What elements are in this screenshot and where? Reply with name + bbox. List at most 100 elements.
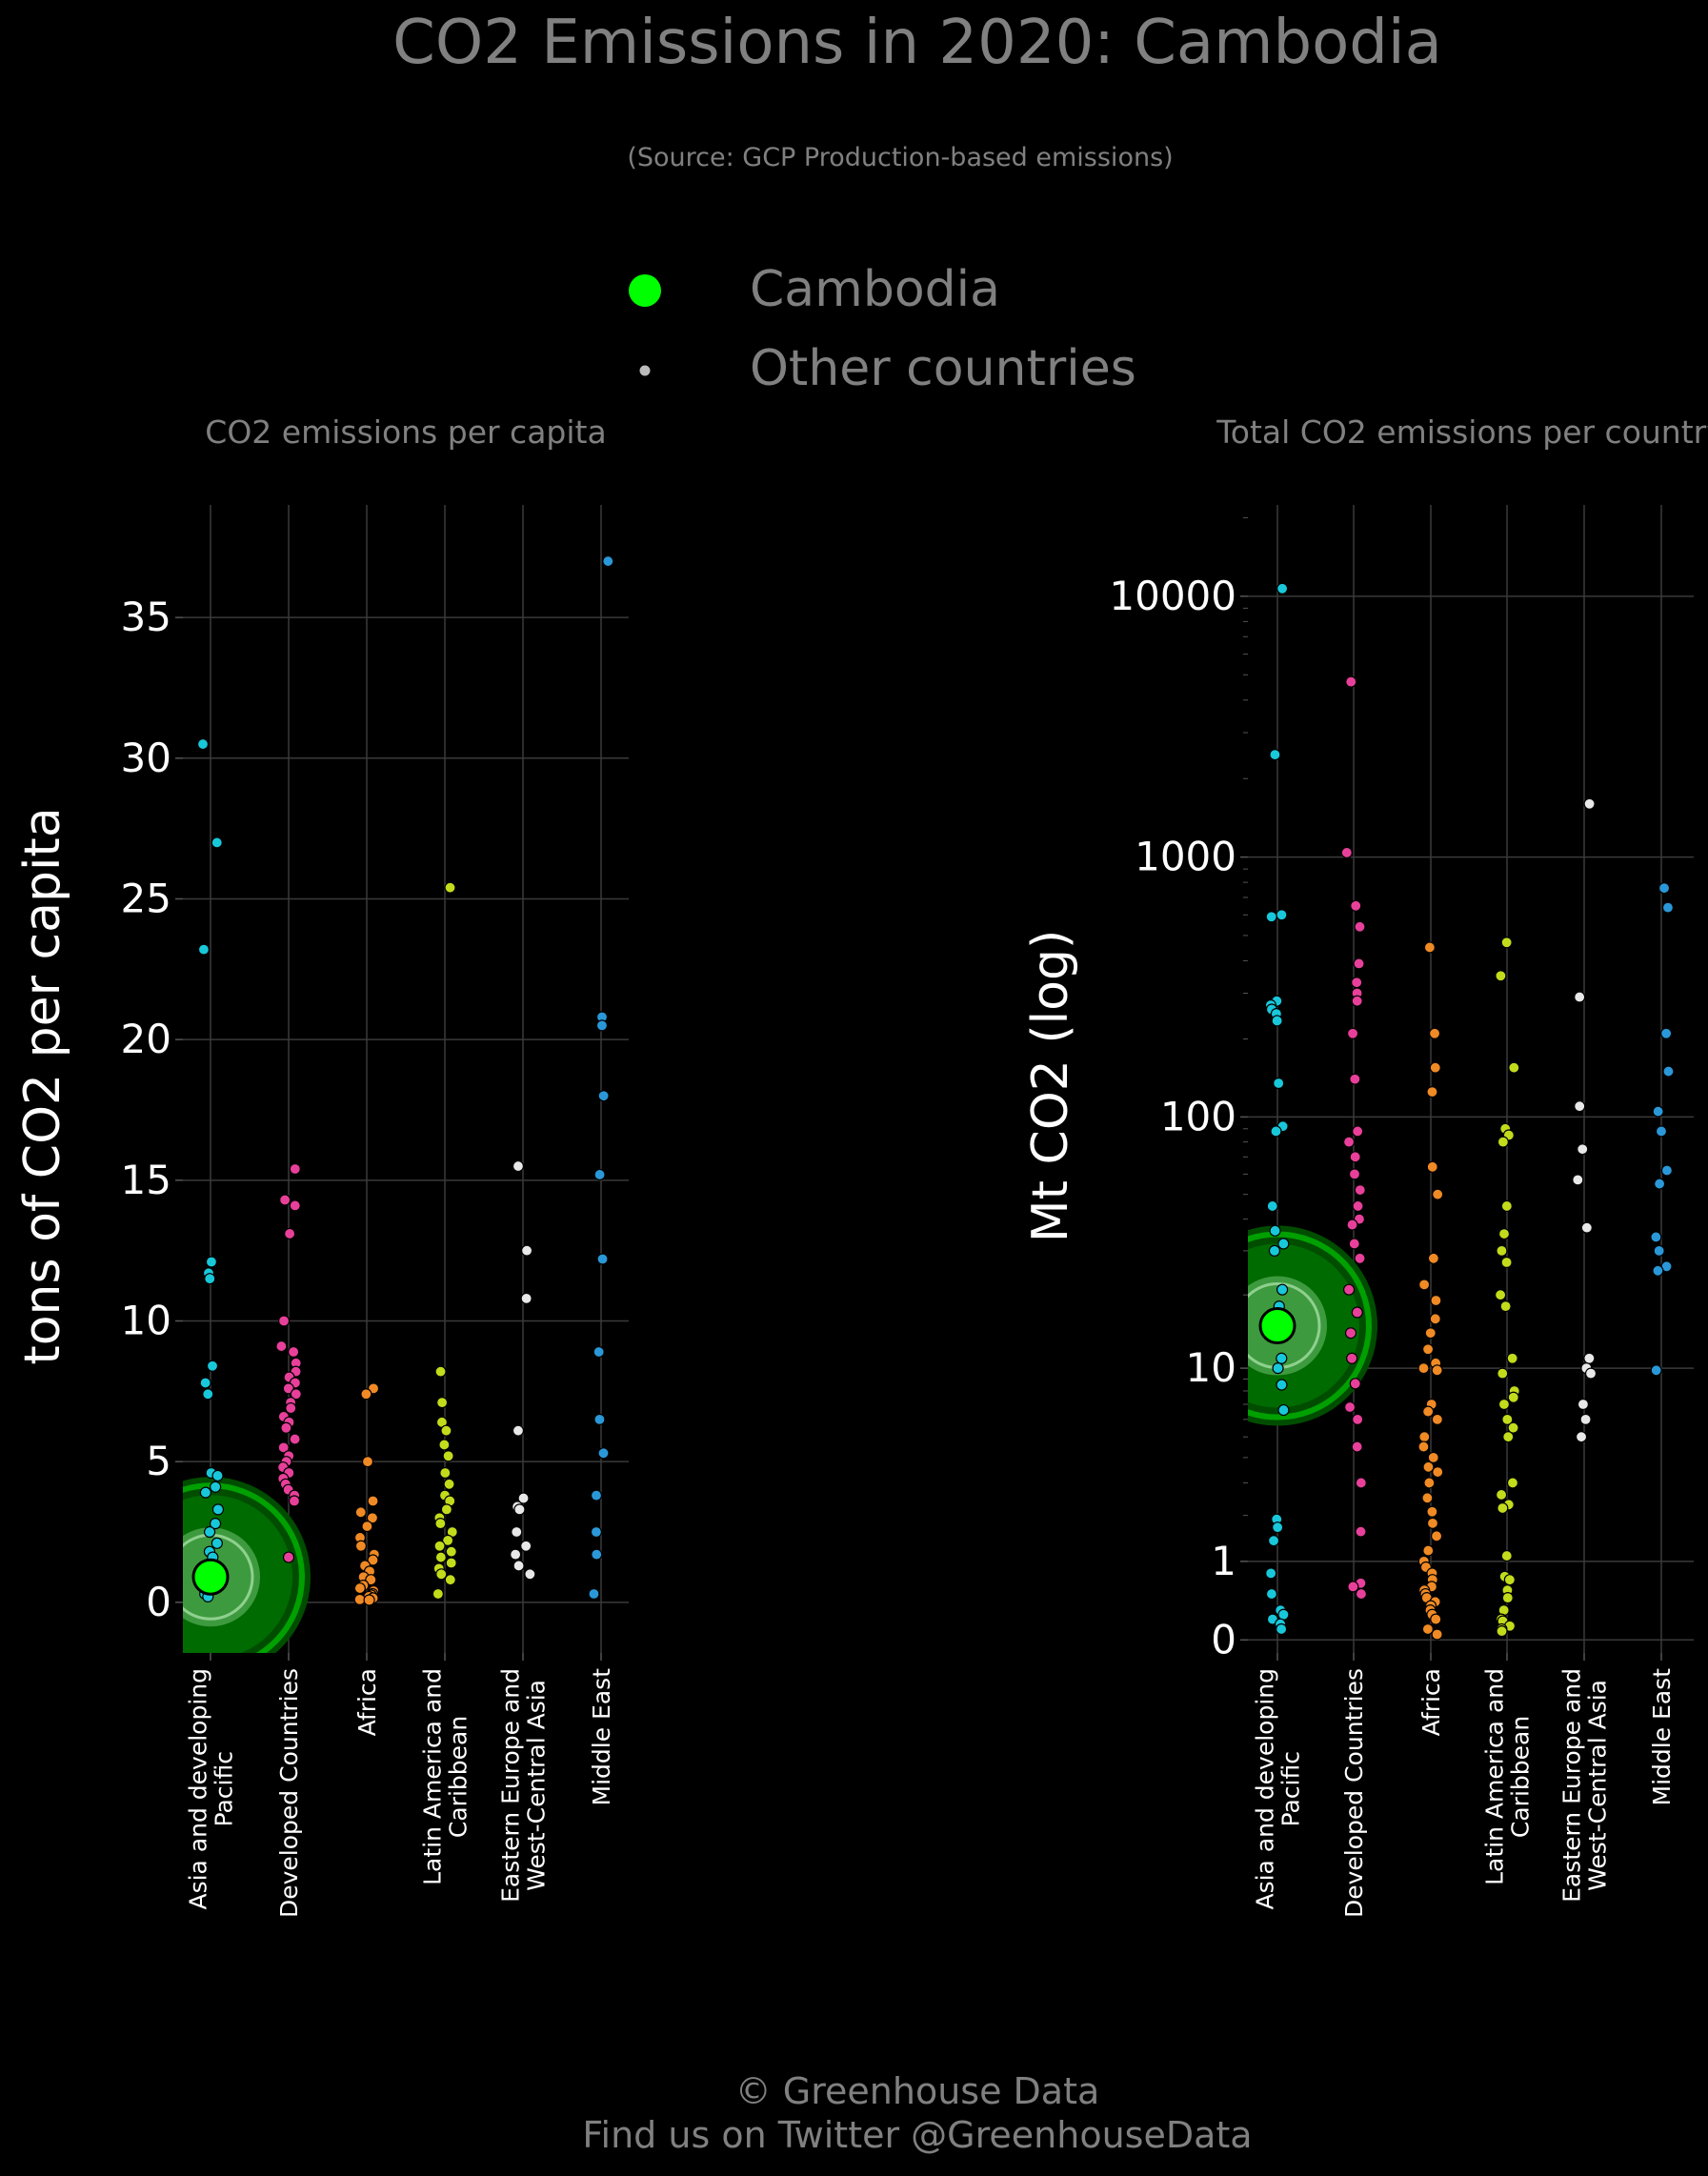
p1-point-eastern-europe-and-west-central-asia-9 xyxy=(510,1548,522,1561)
p2-point-latin-america-and-caribbean-13 xyxy=(1497,1367,1509,1380)
p1-point-latin-america-and-caribbean-21 xyxy=(435,1568,448,1581)
p2-xlabel-developed-countries: Developed Countries xyxy=(1340,1668,1368,1918)
p2-point-developed-countries-14 xyxy=(1354,1183,1366,1197)
p1-point-middle-east-0 xyxy=(602,554,614,568)
p2-point-africa-13 xyxy=(1417,1362,1430,1375)
p2-point-eastern-europe-and-west-central-asia-10 xyxy=(1579,1413,1592,1425)
p1-point-middle-east-5 xyxy=(596,1253,609,1265)
p2-point-africa-43 xyxy=(1431,1628,1443,1641)
p2-point-eastern-europe-and-west-central-asia-1 xyxy=(1574,991,1586,1003)
p2-point-developed-countries-1 xyxy=(1340,846,1353,859)
p2-point-latin-america-and-caribbean-10 xyxy=(1494,1289,1507,1301)
p2-point-eastern-europe-and-west-central-asia-2 xyxy=(1574,1100,1586,1113)
p2-point-developed-countries-7 xyxy=(1351,995,1363,1007)
p1-xlabel-line-asia-and-developing-pacific-1: Pacific xyxy=(211,1751,238,1826)
p2-point-developed-countries-4 xyxy=(1353,957,1365,970)
p1-xlabel-line-africa-0: Africa xyxy=(353,1668,381,1736)
p2-ytick-label-0: 0 xyxy=(1211,1616,1236,1662)
p2-point-latin-america-and-caribbean-21 xyxy=(1495,1488,1508,1501)
legend-label-other: Other countries xyxy=(750,340,1136,397)
p1-point-latin-america-and-caribbean-8 xyxy=(443,1478,455,1490)
footer-line2: Find us on Twitter @GreenhouseData xyxy=(582,2114,1252,2156)
p1-point-middle-east-10 xyxy=(590,1525,603,1539)
p2-point-latin-america-and-caribbean-34 xyxy=(1496,1625,1508,1638)
p1-ytick-label-5: 5 xyxy=(146,1438,171,1484)
p2-point-asia-and-developing-pacific-20 xyxy=(1272,1362,1284,1375)
panel2-ylabel: Mt CO2 (log) xyxy=(1022,930,1079,1242)
p2-point-middle-east-11 xyxy=(1652,1264,1664,1277)
p2-point-developed-countries-32 xyxy=(1355,1587,1368,1601)
p1-xlabel-line-asia-and-developing-pacific-0: Asia and developing xyxy=(185,1668,212,1910)
p2-point-developed-countries-22 xyxy=(1344,1327,1357,1340)
p1-xlabel-line-latin-america-and-caribbean-0: Latin America and xyxy=(419,1668,447,1885)
p2-point-africa-20 xyxy=(1427,1451,1439,1463)
p1-point-eastern-europe-and-west-central-asia-3 xyxy=(512,1424,525,1437)
p2-point-africa-4 xyxy=(1426,1160,1438,1173)
p1-point-middle-east-2 xyxy=(595,1019,609,1032)
p2-point-asia-and-developing-pacific-25 xyxy=(1267,1535,1280,1547)
p2-xlabel-line-eastern-europe-and-west-central-asia-0: Eastern Europe and xyxy=(1558,1668,1586,1903)
p2-point-developed-countries-29 xyxy=(1355,1525,1367,1538)
p1-point-latin-america-and-caribbean-6 xyxy=(442,1450,454,1462)
p2-point-asia-and-developing-pacific-21 xyxy=(1276,1379,1288,1391)
p1-point-developed-countries-3 xyxy=(284,1227,296,1240)
p1-point-developed-countries-11 xyxy=(282,1382,294,1395)
p1-point-latin-america-and-caribbean-11 xyxy=(440,1503,452,1516)
p2-point-asia-and-developing-pacific-11 xyxy=(1270,1125,1282,1138)
p2-point-africa-1 xyxy=(1428,1027,1441,1039)
panel-per-capita: 0 5 10 15 20 25 30 35 Asia and developingPacific… xyxy=(121,505,629,1918)
p2-xlabel-africa: Africa xyxy=(1417,1668,1445,1736)
p1-ytick-label-10: 10 xyxy=(121,1297,171,1343)
p2-point-developed-countries-25 xyxy=(1344,1400,1356,1414)
p1-ytick-label-30: 30 xyxy=(121,735,171,781)
p2-point-asia-and-developing-pacific-27 xyxy=(1265,1587,1278,1601)
p2-point-asia-and-developing-pacific-26 xyxy=(1265,1567,1277,1580)
p2-point-africa-24 xyxy=(1421,1492,1434,1504)
panel-total: 0 1 10 100 1000 10000 Asia and developingPacif… xyxy=(1109,505,1694,1918)
p1-xlabel-line-middle-east-0: Middle East xyxy=(588,1668,615,1806)
p1-point-africa-6 xyxy=(361,1520,373,1533)
p1-point-asia-and-developing-pacific-16 xyxy=(211,1537,223,1549)
p2-point-africa-7 xyxy=(1418,1279,1431,1291)
panel2-title: Total CO2 emissions per country xyxy=(1216,413,1708,451)
p2-point-asia-and-developing-pacific-16 xyxy=(1276,1283,1289,1296)
legend-marker-cambodia xyxy=(629,274,661,307)
p2-ytick-label-1000: 1000 xyxy=(1135,834,1236,880)
p2-point-developed-countries-3 xyxy=(1354,920,1366,933)
p2-point-africa-18 xyxy=(1418,1431,1431,1443)
p1-ytick-label-35: 35 xyxy=(121,594,171,640)
p1-point-asia-and-developing-pacific-12 xyxy=(199,1486,211,1499)
p2-point-latin-america-and-caribbean-18 xyxy=(1507,1421,1519,1434)
p2-point-developed-countries-11 xyxy=(1342,1136,1356,1148)
p2-point-asia-and-developing-pacific-9 xyxy=(1273,1077,1285,1090)
p1-point-latin-america-and-caribbean-2 xyxy=(436,1397,449,1409)
p1-point-developed-countries-0 xyxy=(289,1162,301,1176)
p1-point-middle-east-9 xyxy=(590,1489,603,1501)
p1-point-asia-and-developing-pacific-7 xyxy=(199,1377,211,1389)
p2-point-africa-17 xyxy=(1431,1413,1443,1425)
p1-point-asia-and-developing-pacific-13 xyxy=(211,1503,225,1516)
p2-point-latin-america-and-caribbean-0 xyxy=(1500,937,1513,949)
footer-line1: © Greenhouse Data xyxy=(735,2070,1100,2112)
p1-point-latin-america-and-caribbean-13 xyxy=(434,1518,447,1530)
p2-point-eastern-europe-and-west-central-asia-0 xyxy=(1583,797,1596,810)
chart-title: CO2 Emissions in 2020: Cambodia xyxy=(392,8,1442,78)
p1-point-eastern-europe-and-west-central-asia-6 xyxy=(513,1503,526,1516)
p2-point-asia-and-developing-pacific-14 xyxy=(1277,1238,1290,1250)
p2-point-asia-and-developing-pacific-32 xyxy=(1276,1622,1288,1636)
p1-point-eastern-europe-and-west-central-asia-2 xyxy=(520,1292,532,1304)
p1-point-developed-countries-6 xyxy=(288,1345,300,1359)
p1-point-latin-america-and-caribbean-4 xyxy=(440,1424,452,1437)
p1-point-developed-countries-4 xyxy=(277,1315,291,1327)
p2-point-latin-america-and-caribbean-23 xyxy=(1497,1501,1509,1515)
p1-point-asia-and-developing-pacific-5 xyxy=(204,1273,216,1285)
p1-point-eastern-europe-and-west-central-asia-1 xyxy=(520,1244,533,1257)
p2-point-africa-23 xyxy=(1423,1477,1436,1489)
p1-point-latin-america-and-caribbean-5 xyxy=(438,1439,451,1451)
p2-point-developed-countries-21 xyxy=(1351,1306,1363,1319)
p2-point-africa-14 xyxy=(1431,1364,1443,1377)
p2-point-latin-america-and-caribbean-20 xyxy=(1506,1477,1519,1489)
